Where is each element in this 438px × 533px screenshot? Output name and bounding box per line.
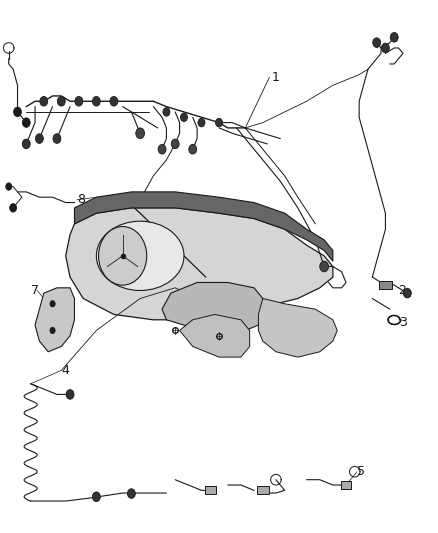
Circle shape: [373, 38, 381, 47]
Polygon shape: [66, 208, 333, 320]
Circle shape: [50, 327, 55, 334]
FancyBboxPatch shape: [205, 486, 215, 495]
Polygon shape: [35, 288, 74, 352]
Text: 1: 1: [272, 71, 279, 84]
Circle shape: [10, 204, 17, 212]
Circle shape: [6, 183, 12, 190]
Text: 5: 5: [357, 465, 365, 478]
Circle shape: [320, 261, 328, 272]
Circle shape: [381, 43, 389, 53]
Circle shape: [66, 390, 74, 399]
Circle shape: [127, 489, 135, 498]
Circle shape: [99, 227, 147, 285]
FancyBboxPatch shape: [341, 481, 352, 489]
Circle shape: [92, 96, 100, 106]
Circle shape: [92, 492, 100, 502]
Circle shape: [75, 96, 83, 106]
Polygon shape: [180, 314, 250, 357]
Circle shape: [50, 301, 55, 307]
Text: 2: 2: [399, 284, 406, 297]
Polygon shape: [74, 192, 333, 261]
Circle shape: [40, 96, 48, 106]
Circle shape: [171, 139, 179, 149]
Circle shape: [22, 139, 30, 149]
Text: 7: 7: [31, 284, 39, 297]
Circle shape: [163, 108, 170, 116]
Circle shape: [158, 144, 166, 154]
Circle shape: [22, 118, 30, 127]
Circle shape: [403, 288, 411, 298]
FancyBboxPatch shape: [379, 281, 392, 289]
Circle shape: [14, 107, 21, 117]
Text: 4: 4: [61, 364, 69, 377]
Polygon shape: [162, 282, 263, 330]
Ellipse shape: [96, 221, 184, 290]
Circle shape: [110, 96, 118, 106]
Circle shape: [189, 144, 197, 154]
Text: 3: 3: [399, 316, 406, 329]
Circle shape: [198, 118, 205, 127]
Circle shape: [136, 128, 145, 139]
Circle shape: [180, 113, 187, 122]
Text: 8: 8: [77, 193, 85, 206]
Circle shape: [215, 118, 223, 127]
FancyBboxPatch shape: [257, 486, 269, 495]
Circle shape: [53, 134, 61, 143]
Polygon shape: [258, 298, 337, 357]
Circle shape: [57, 96, 65, 106]
Circle shape: [390, 33, 398, 42]
Circle shape: [35, 134, 43, 143]
